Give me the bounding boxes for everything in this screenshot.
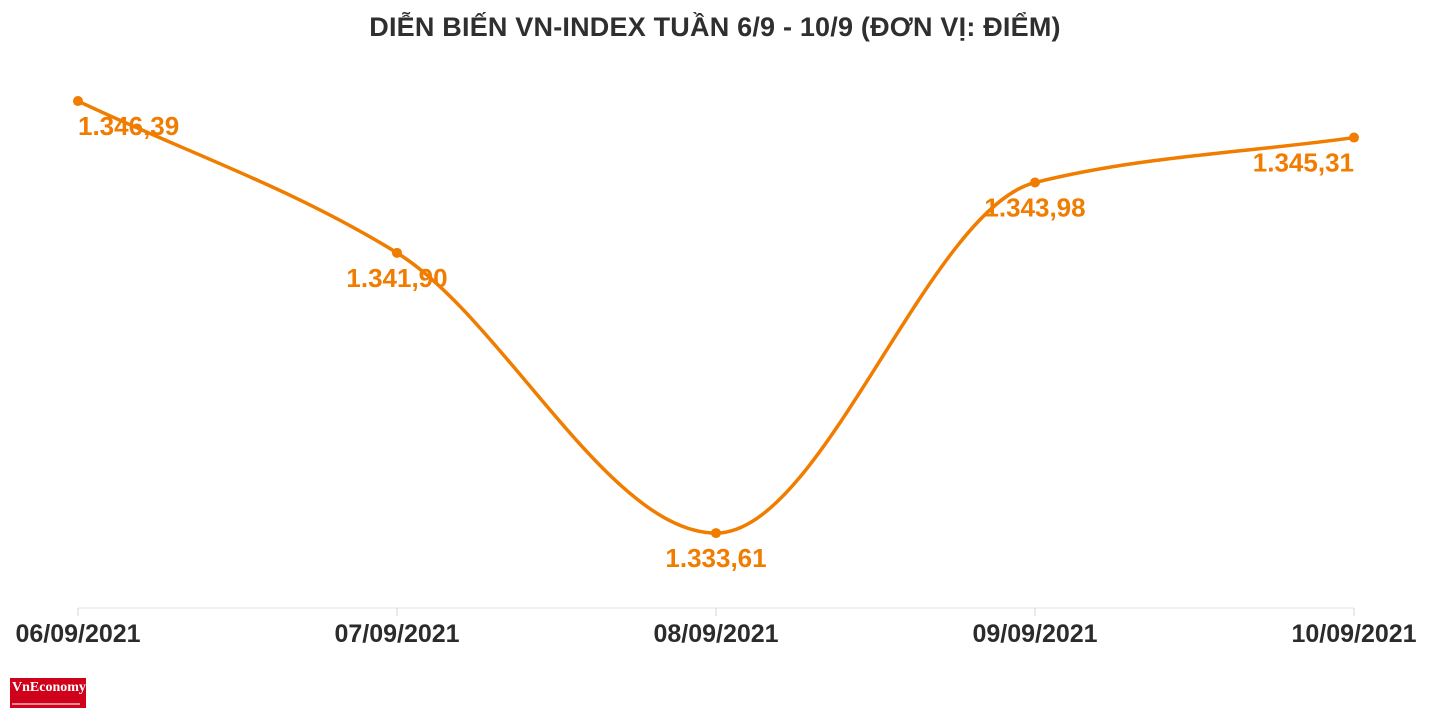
data-point bbox=[711, 528, 721, 539]
data-label: 1.345,31 bbox=[1253, 148, 1354, 178]
logo-tagline-bar bbox=[12, 703, 80, 705]
data-point bbox=[1349, 132, 1359, 143]
data-label: 1.341,90 bbox=[346, 263, 447, 293]
x-tick-label: 10/09/2021 bbox=[1291, 620, 1416, 648]
data-label: 1.343,98 bbox=[984, 193, 1085, 223]
series-line bbox=[76, 99, 1356, 535]
data-label: 1.346,39 bbox=[78, 111, 179, 141]
vneconomy-logo: VnEconomy bbox=[10, 678, 86, 708]
x-tick-label: 09/09/2021 bbox=[972, 620, 1097, 648]
x-tick-label: 08/09/2021 bbox=[653, 620, 778, 648]
x-tick-label: 07/09/2021 bbox=[334, 620, 459, 648]
data-point bbox=[392, 247, 402, 258]
data-point bbox=[1030, 177, 1040, 188]
chart-title: DIỄN BIẾN VN-INDEX TUẦN 6/9 - 10/9 (ĐƠN … bbox=[369, 12, 1061, 42]
logo-text: VnEconomy bbox=[12, 680, 86, 695]
data-point bbox=[73, 96, 83, 107]
data-label: 1.333,61 bbox=[665, 543, 766, 573]
x-tick-label: 06/09/2021 bbox=[15, 620, 140, 648]
